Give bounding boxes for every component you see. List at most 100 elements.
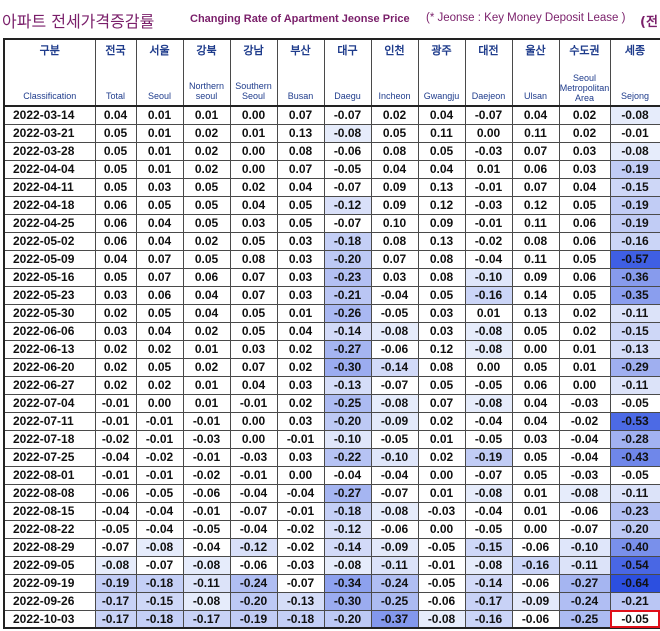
value-cell: -0.05: [370, 429, 419, 449]
date-cell: 2022-05-16: [3, 267, 96, 287]
value-cell: 0.13: [276, 123, 325, 143]
value-cell: 0.00: [558, 375, 611, 395]
value-cell: 0.01: [558, 339, 611, 359]
date-cell: 2022-07-04: [3, 393, 96, 413]
value-cell: 0.12: [511, 195, 560, 215]
table-row: 2022-08-29 -0.07 -0.08 -0.04 -0.12 -0.02 -0.14…: [3, 537, 660, 557]
value-cell: 0.02: [276, 339, 325, 359]
value-cell: -0.02: [558, 411, 611, 431]
table-row: 2022-08-01 -0.01 -0.01 -0.02 -0.01 0.00 -0.04-…: [3, 465, 660, 485]
value-cell: 0.00: [135, 393, 184, 413]
value-cell: 0.07: [135, 249, 184, 269]
value-cell: 0.00: [229, 159, 278, 179]
value-cell: -0.11: [370, 555, 419, 575]
value-cell: -0.04: [94, 501, 137, 521]
value-cell: 0.09: [417, 213, 466, 233]
table-row: 2022-07-18 -0.02 -0.01 -0.03 0.00 -0.01 -0.10-…: [3, 429, 660, 449]
value-cell: -0.11: [558, 555, 611, 575]
value-cell: -0.23: [609, 501, 660, 521]
value-cell: 0.08: [370, 231, 419, 251]
value-cell: -0.04: [229, 483, 278, 503]
value-cell: -0.02: [464, 231, 513, 251]
column-header-korean: 인천: [384, 44, 405, 57]
value-cell: 0.07: [417, 393, 466, 413]
value-cell: 0.07: [229, 285, 278, 305]
column-header: 전국 Total: [94, 38, 137, 107]
table-row: 2022-05-16 0.05 0.07 0.06 0.07 0.03 -0.23 0.03 0…: [3, 267, 660, 287]
value-cell: -0.08: [464, 321, 513, 341]
value-cell: 0.03: [276, 411, 325, 431]
value-cell: -0.03: [464, 141, 513, 161]
value-cell: 0.03: [94, 285, 137, 305]
column-header-english: Busan: [287, 91, 314, 101]
value-cell: -0.08: [94, 555, 137, 575]
table-row: 2022-04-18 0.06 0.05 0.05 0.04 0.05 -0.12 0.09 0…: [3, 195, 660, 215]
value-cell: 0.06: [558, 231, 611, 251]
value-cell: 0.03: [94, 321, 137, 341]
value-cell: -0.01: [464, 177, 513, 197]
value-cell: 0.00: [229, 411, 278, 431]
value-cell: 0.07: [370, 249, 419, 269]
value-cell: 0.02: [135, 375, 184, 395]
value-cell: 0.04: [94, 249, 137, 269]
value-cell: 0.04: [135, 213, 184, 233]
value-cell: 0.00: [229, 141, 278, 161]
value-cell: 0.01: [464, 303, 513, 323]
column-header-english: Seoul Metropolitan Area: [559, 73, 610, 103]
value-cell: -0.18: [276, 609, 325, 629]
value-cell: -0.04: [558, 429, 611, 449]
value-cell: 0.05: [511, 447, 560, 467]
table-row: 2022-03-21 0.05 0.01 0.02 0.01 0.13 -0.08 0.05 0…: [3, 123, 660, 143]
value-cell: 0.02: [370, 105, 419, 125]
value-cell: -0.08: [417, 609, 466, 629]
value-cell: 0.00: [229, 105, 278, 125]
title-english: Changing Rate of Apartment Jeonse Price: [190, 13, 410, 25]
column-header-english: Gwangju: [423, 91, 460, 101]
value-cell: 0.01: [511, 501, 560, 521]
value-cell: -0.02: [135, 447, 184, 467]
value-cell: -0.26: [323, 303, 372, 323]
value-cell: 0.02: [417, 411, 466, 431]
value-cell: 0.00: [417, 465, 466, 485]
value-cell: -0.07: [323, 105, 372, 125]
value-cell: 0.01: [417, 429, 466, 449]
value-cell: -0.13: [609, 339, 660, 359]
value-cell: -0.03: [182, 429, 231, 449]
value-cell: 0.02: [558, 321, 611, 341]
table-row: 2022-03-14 0.04 0.01 0.01 0.00 0.07 -0.07 0.02 0…: [3, 105, 660, 125]
date-cell: 2022-09-26: [3, 591, 96, 611]
value-cell: -0.08: [182, 555, 231, 575]
value-cell: -0.24: [558, 591, 611, 611]
value-cell: -0.07: [464, 465, 513, 485]
value-cell: -0.21: [609, 591, 660, 611]
value-cell: 0.07: [511, 177, 560, 197]
title-korean: 아파트 전세가격증감률: [2, 12, 155, 31]
value-cell: 0.05: [135, 195, 184, 215]
value-cell: -0.19: [229, 609, 278, 629]
value-cell: -0.16: [464, 609, 513, 629]
value-cell: 0.04: [511, 411, 560, 431]
date-cell: 2022-06-13: [3, 339, 96, 359]
value-cell: 0.05: [182, 195, 231, 215]
value-cell: 0.05: [558, 249, 611, 269]
value-cell: -0.03: [464, 195, 513, 215]
value-cell: 0.13: [511, 303, 560, 323]
value-cell: -0.08: [323, 123, 372, 143]
value-cell: -0.04: [135, 501, 184, 521]
value-cell: 0.05: [94, 177, 137, 197]
date-cell: 2022-08-22: [3, 519, 96, 539]
date-cell: 2022-06-27: [3, 375, 96, 395]
column-header-english: Southern Seoul: [235, 81, 272, 101]
value-cell: 0.11: [511, 213, 560, 233]
value-cell: 0.05: [94, 159, 137, 179]
date-cell: 2022-05-02: [3, 231, 96, 251]
value-cell: -0.11: [609, 483, 660, 503]
column-header-korean: 서울: [149, 44, 170, 57]
value-cell: -0.08: [609, 105, 660, 125]
value-cell: -0.15: [135, 591, 184, 611]
table-row: 2022-08-15 -0.04 -0.04 -0.01 -0.07 -0.01 -0.18…: [3, 501, 660, 521]
value-cell: 0.10: [370, 213, 419, 233]
value-cell: -0.64: [609, 573, 660, 593]
value-cell: -0.06: [558, 501, 611, 521]
table-row: 2022-07-04 -0.01 0.00 0.01 -0.01 0.02 -0.25 -0.…: [3, 393, 660, 413]
